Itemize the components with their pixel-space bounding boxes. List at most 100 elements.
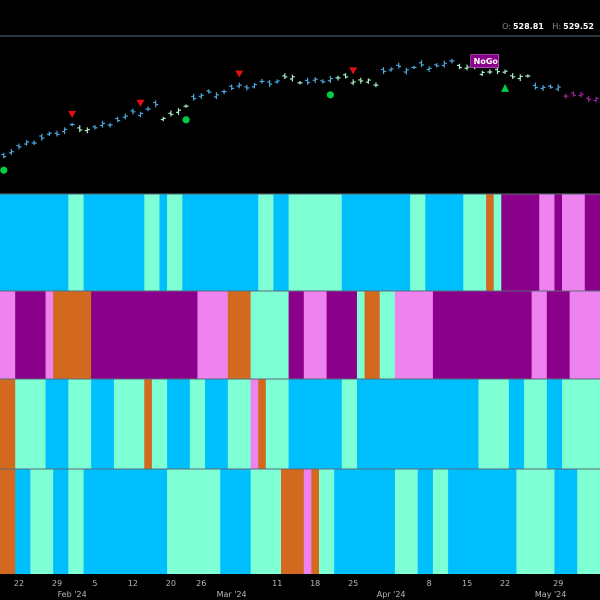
- price-bar: [175, 108, 181, 115]
- price-bar: [396, 62, 402, 69]
- open-label: O:: [502, 22, 511, 31]
- price-bar: [487, 69, 493, 75]
- down-arrow-icon: [349, 67, 358, 75]
- price-bar: [100, 120, 106, 128]
- heat-cell: [167, 379, 191, 469]
- x-tick-label: 20: [166, 579, 176, 588]
- month-tick-label: Mar '24: [217, 590, 247, 599]
- price-bar: [145, 106, 151, 112]
- x-tick-label: 18: [310, 579, 320, 588]
- price-bar: [327, 75, 333, 83]
- price-bar: [84, 127, 90, 134]
- heat-cell: [68, 469, 85, 574]
- heat-cell: [341, 194, 411, 291]
- heatmap-panels: [0, 193, 600, 574]
- price-bar: [434, 63, 440, 68]
- price-bar: [494, 67, 500, 75]
- price-bar: [525, 74, 531, 78]
- x-tick-label: 26: [196, 579, 206, 588]
- price-bar: [570, 91, 576, 97]
- heat-cell: [167, 469, 221, 574]
- price-bar: [115, 116, 121, 123]
- heat-cell: [311, 469, 320, 574]
- heat-band: [0, 290, 600, 379]
- heat-cell: [144, 194, 161, 291]
- x-tick-label: 22: [500, 579, 510, 588]
- up-triangle-icon: [501, 83, 510, 92]
- heat-cell: [546, 379, 563, 469]
- x-tick-label: 8: [427, 579, 432, 588]
- price-bar: [403, 67, 409, 75]
- price-bar: [153, 100, 159, 108]
- down-arrow-icon: [136, 99, 145, 107]
- heat-cell: [501, 194, 540, 291]
- heat-cell: [356, 291, 366, 379]
- heat-cell: [182, 194, 259, 291]
- heat-cell: [167, 194, 183, 291]
- heat-cell: [258, 194, 275, 291]
- x-tick-label: 22: [14, 579, 24, 588]
- price-bar: [441, 60, 447, 68]
- price-bar: [411, 65, 417, 70]
- price-bar: [449, 58, 455, 64]
- price-bar: [8, 149, 14, 155]
- heat-cell: [531, 291, 548, 379]
- heat-cell: [91, 291, 199, 379]
- price-bar: [229, 84, 235, 91]
- heat-cell: [508, 379, 525, 469]
- heat-cell: [288, 469, 305, 574]
- price-bar: [419, 60, 425, 68]
- heat-cell: [432, 469, 449, 574]
- price-bar: [1, 152, 7, 159]
- heat-cell: [577, 469, 600, 574]
- price-bar: [548, 84, 554, 89]
- heat-cell: [554, 469, 578, 574]
- price-bar: [122, 113, 128, 120]
- heat-cell: [417, 469, 434, 574]
- heat-cell: [53, 469, 69, 574]
- price-bar: [244, 84, 250, 91]
- heat-cell: [45, 379, 69, 469]
- x-tick-label: 11: [272, 579, 282, 588]
- heat-cell: [151, 379, 168, 469]
- price-bar: [532, 82, 538, 90]
- heat-cell: [554, 194, 563, 291]
- month-tick-label: Apr '24: [377, 590, 406, 599]
- heat-cell: [394, 469, 419, 574]
- price-bar: [555, 84, 561, 92]
- heat-cell: [0, 194, 69, 291]
- price-bar: [578, 91, 584, 98]
- heat-cell: [258, 379, 267, 469]
- price-bar: [305, 77, 311, 85]
- price-bar: [206, 89, 212, 94]
- heat-cell: [60, 291, 92, 379]
- axis-background: [0, 574, 600, 600]
- price-bar: [31, 140, 37, 146]
- price-bar: [130, 108, 136, 115]
- heat-cell: [303, 469, 312, 574]
- heat-cell: [546, 291, 571, 379]
- heat-cell: [478, 379, 510, 469]
- price-bar: [479, 70, 485, 77]
- price-bar: [46, 131, 52, 136]
- price-bar: [168, 110, 174, 117]
- heat-band: [0, 378, 600, 469]
- price-bar: [259, 78, 265, 84]
- price-bar: [183, 104, 189, 108]
- heat-cell: [15, 291, 47, 379]
- heat-cell: [273, 194, 290, 291]
- price-bar: [191, 93, 197, 101]
- x-tick-label: 29: [52, 579, 62, 588]
- up-dot-icon: [182, 116, 190, 124]
- price-bar: [198, 93, 204, 99]
- heat-cell: [326, 291, 358, 379]
- price-bar: [297, 81, 303, 85]
- heat-cell: [250, 291, 290, 379]
- month-tick-label: Feb '24: [58, 590, 87, 599]
- open-value: 528.81: [512, 22, 544, 31]
- price-bar: [77, 125, 83, 133]
- price-pane: NoGo: [0, 35, 600, 174]
- heat-cell: [227, 291, 252, 379]
- price-bar: [381, 67, 387, 75]
- heat-cell: [159, 194, 168, 291]
